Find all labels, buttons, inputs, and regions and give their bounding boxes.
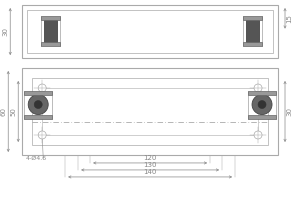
Bar [242, 42, 262, 46]
Text: 30: 30 [286, 107, 292, 116]
Circle shape [34, 101, 42, 109]
Bar [41, 16, 60, 20]
Bar [42, 88, 258, 135]
Text: 140: 140 [143, 169, 157, 175]
Circle shape [28, 95, 48, 115]
Bar [248, 115, 276, 119]
Text: 15: 15 [286, 14, 292, 23]
Bar [22, 68, 278, 155]
Text: 50: 50 [11, 107, 17, 116]
Text: 60: 60 [1, 107, 7, 116]
Text: 120: 120 [143, 155, 157, 161]
Text: 30: 30 [3, 27, 9, 36]
Bar [27, 10, 273, 53]
Circle shape [254, 84, 262, 92]
Circle shape [258, 101, 266, 109]
Circle shape [38, 84, 46, 92]
Text: 4-Ø4.6: 4-Ø4.6 [25, 155, 46, 160]
Bar [248, 91, 276, 95]
Bar [245, 20, 259, 42]
Bar [24, 91, 52, 95]
Circle shape [38, 131, 46, 139]
Circle shape [252, 95, 272, 115]
Bar [22, 5, 278, 58]
Bar [44, 20, 57, 42]
Bar [41, 42, 60, 46]
Bar [24, 115, 52, 119]
Circle shape [254, 131, 262, 139]
Text: 130: 130 [143, 162, 157, 168]
Bar [32, 78, 268, 145]
Bar [242, 16, 262, 20]
